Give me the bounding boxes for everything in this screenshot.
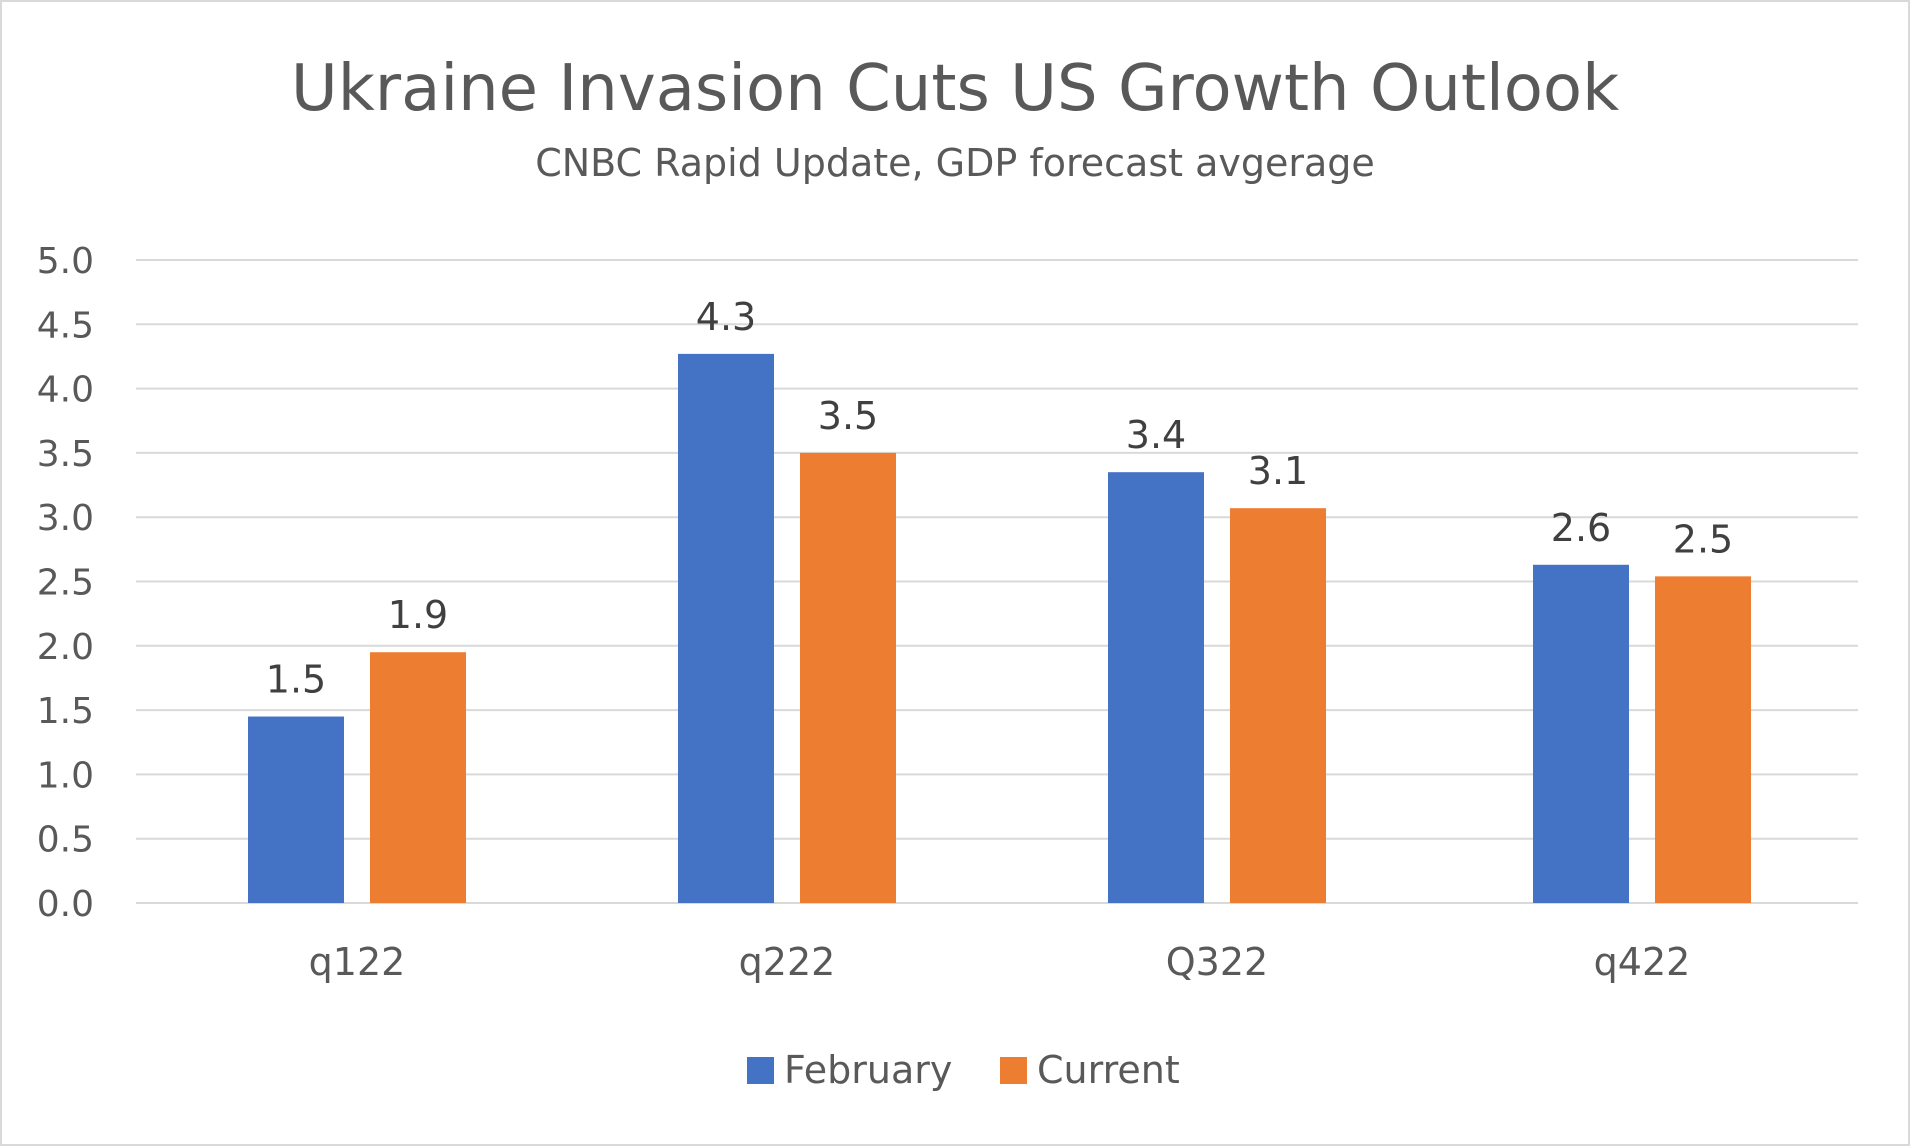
x-tick-label-q222: q222 — [739, 940, 836, 984]
bar-current-q322 — [1230, 508, 1326, 903]
x-tick-label-q422: q422 — [1594, 940, 1691, 984]
bar-current-q222 — [800, 452, 896, 903]
chart-title: Ukraine Invasion Cuts US Growth Outlook — [291, 52, 1619, 126]
y-tick-label: 3.0 — [37, 498, 94, 539]
y-tick-label: 3.5 — [37, 434, 94, 475]
legend-label-current: Current — [1037, 1048, 1180, 1092]
legend: February Current — [747, 1048, 1180, 1092]
y-tick-label: 0.0 — [37, 884, 94, 925]
legend-label-february: February — [784, 1048, 952, 1092]
data-label-february-q222: 4.3 — [696, 295, 756, 339]
y-tick-label: 2.5 — [37, 563, 94, 604]
legend-swatch-current — [1000, 1057, 1027, 1084]
x-tick-label-q122: q122 — [309, 940, 406, 984]
bar-current-q122 — [370, 652, 466, 903]
bar-february-q322 — [1108, 472, 1204, 903]
y-tick-label: 4.0 — [37, 370, 94, 411]
bars — [248, 353, 1751, 903]
data-label-february-q322: 3.4 — [1126, 413, 1186, 457]
data-label-february-q122: 1.5 — [266, 658, 326, 702]
chart-subtitle: CNBC Rapid Update, GDP forecast avgerage — [535, 141, 1375, 185]
bar-february-q222 — [678, 353, 774, 903]
y-tick-label: 4.5 — [37, 305, 94, 346]
y-tick-label: 5.0 — [37, 241, 94, 282]
y-tick-label: 0.5 — [37, 820, 94, 861]
data-label-current-q222: 3.5 — [818, 394, 878, 438]
bar-current-q422 — [1655, 576, 1751, 903]
bar-february-q122 — [248, 716, 344, 903]
y-tick-label: 1.0 — [37, 755, 94, 796]
data-labels: 1.5 1.9 4.3 3.5 3.4 3.1 2.6 2.5 — [266, 295, 1733, 702]
y-tick-label: 2.0 — [37, 627, 94, 668]
x-axis-tick-labels: q122 q222 Q322 q422 — [309, 940, 1691, 984]
legend-swatch-february — [747, 1057, 774, 1084]
bar-february-q422 — [1533, 564, 1629, 903]
y-tick-label: 1.5 — [37, 691, 94, 732]
y-axis-tick-labels: 0.0 0.5 1.0 1.5 2.0 2.5 3.0 3.5 4.0 4.5 5.0 — [37, 241, 94, 925]
data-label-current-q122: 1.9 — [388, 593, 448, 637]
data-label-current-q422: 2.5 — [1673, 517, 1733, 561]
data-label-current-q322: 3.1 — [1248, 449, 1308, 493]
x-tick-label-q322: Q322 — [1166, 940, 1268, 984]
data-label-february-q422: 2.6 — [1551, 506, 1611, 550]
